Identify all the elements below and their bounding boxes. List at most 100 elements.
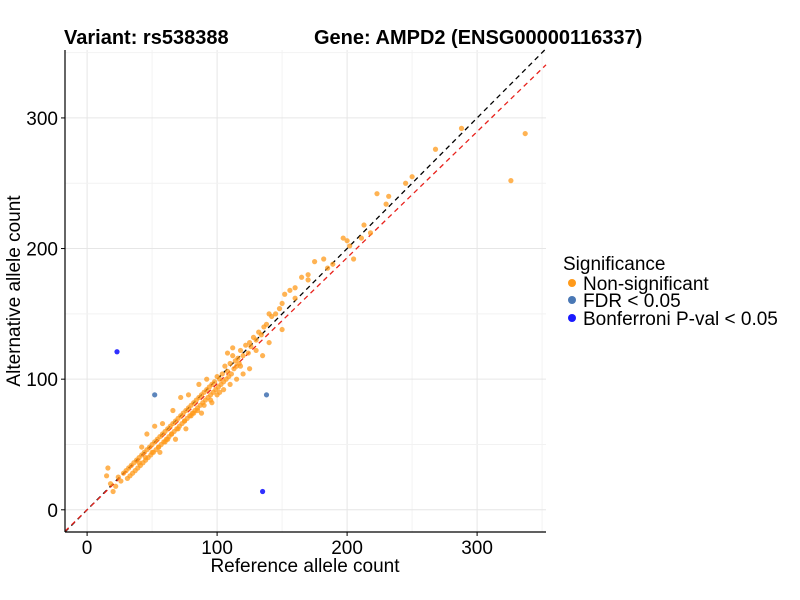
data-point — [253, 347, 259, 354]
data-point — [282, 291, 288, 297]
data-point — [432, 146, 439, 152]
data-point — [152, 423, 158, 429]
data-point — [204, 376, 210, 382]
data-point — [266, 339, 272, 346]
data-point — [344, 238, 350, 244]
data-point — [114, 349, 120, 355]
data-point — [279, 326, 285, 333]
data-point — [152, 392, 158, 398]
legend-label-bonferroni: Bonferroni P-val < 0.05 — [583, 309, 778, 330]
data-point — [247, 339, 253, 346]
data-point — [105, 465, 111, 471]
data-point — [240, 353, 246, 359]
data-point — [182, 418, 188, 424]
data-point — [351, 256, 357, 262]
data-point — [191, 410, 197, 416]
data-point — [157, 449, 163, 455]
data-point — [305, 277, 311, 283]
data-point — [234, 376, 240, 382]
data-point — [261, 324, 267, 330]
data-point — [358, 235, 364, 241]
data-point — [169, 431, 175, 437]
data-point — [312, 259, 318, 265]
data-point — [276, 306, 283, 312]
data-point — [214, 373, 220, 380]
data-point — [178, 394, 184, 401]
y-tick-label: 100 — [26, 370, 58, 391]
data-point — [279, 300, 285, 307]
data-point — [237, 347, 244, 354]
data-point — [219, 371, 225, 377]
y-tick-label: 0 — [47, 501, 58, 522]
data-point — [230, 353, 236, 359]
data-point — [237, 363, 244, 369]
data-point — [321, 256, 327, 262]
data-point — [232, 358, 238, 364]
data-point — [243, 342, 249, 348]
data-point — [299, 274, 305, 280]
data-point — [201, 402, 207, 408]
data-point — [330, 261, 336, 267]
data-point — [143, 454, 149, 461]
data-point — [305, 272, 311, 278]
x-tick-label: 300 — [461, 538, 493, 559]
data-point — [227, 381, 233, 387]
x-tick-label: 0 — [82, 538, 93, 559]
data-point — [139, 444, 145, 450]
series-fdr-0-05 — [152, 392, 270, 398]
data-point — [250, 334, 257, 340]
legend-swatch-bonferroni — [568, 314, 576, 322]
data-points — [104, 125, 528, 495]
legend: Significance Non-significant FDR < 0.05 … — [563, 254, 778, 330]
data-point — [266, 311, 272, 317]
data-point — [156, 444, 162, 450]
x-tick-label: 200 — [331, 538, 363, 559]
legend-swatch-fdr — [568, 296, 576, 304]
legend-label-non-significant: Non-significant — [583, 274, 709, 295]
data-point — [120, 470, 127, 476]
data-point — [386, 193, 392, 199]
data-point — [409, 174, 415, 180]
x-tick-label: 100 — [201, 538, 233, 559]
data-point — [115, 474, 121, 480]
data-point — [260, 488, 266, 495]
data-point — [144, 431, 150, 437]
data-point — [149, 449, 155, 455]
x-axis-title: Reference allele count — [210, 556, 400, 577]
axis-ticks: 0 100 200 300 0 100 200 300 — [26, 109, 493, 559]
gene-title: Gene: AMPD2 (ENSG00000116337) — [314, 27, 642, 49]
data-point — [221, 387, 227, 393]
data-point — [292, 295, 298, 301]
data-point — [172, 436, 179, 442]
data-point — [110, 488, 116, 495]
data-point — [240, 371, 246, 377]
data-point — [159, 420, 166, 427]
y-tick-label: 200 — [26, 240, 58, 261]
data-point — [383, 201, 389, 207]
data-point — [165, 436, 171, 442]
data-point — [256, 329, 262, 335]
data-point — [195, 407, 201, 414]
data-point — [185, 392, 192, 398]
data-point — [247, 366, 253, 372]
variant-title: Variant: rs538388 — [64, 27, 229, 49]
data-point — [374, 191, 380, 197]
data-point — [508, 178, 514, 184]
legend-swatch-non-significant — [568, 279, 576, 287]
data-point — [263, 392, 270, 398]
data-point — [260, 353, 266, 359]
data-point — [198, 410, 205, 416]
data-point — [227, 360, 233, 367]
data-point — [292, 285, 298, 291]
data-point — [522, 130, 528, 137]
data-point — [183, 426, 189, 432]
data-point — [273, 311, 279, 317]
data-point — [217, 389, 223, 395]
y-tick-label: 300 — [26, 109, 58, 130]
grid-lines — [65, 50, 546, 532]
data-point — [113, 483, 119, 489]
data-point — [118, 478, 124, 484]
data-point — [209, 400, 215, 406]
data-point — [245, 350, 251, 356]
